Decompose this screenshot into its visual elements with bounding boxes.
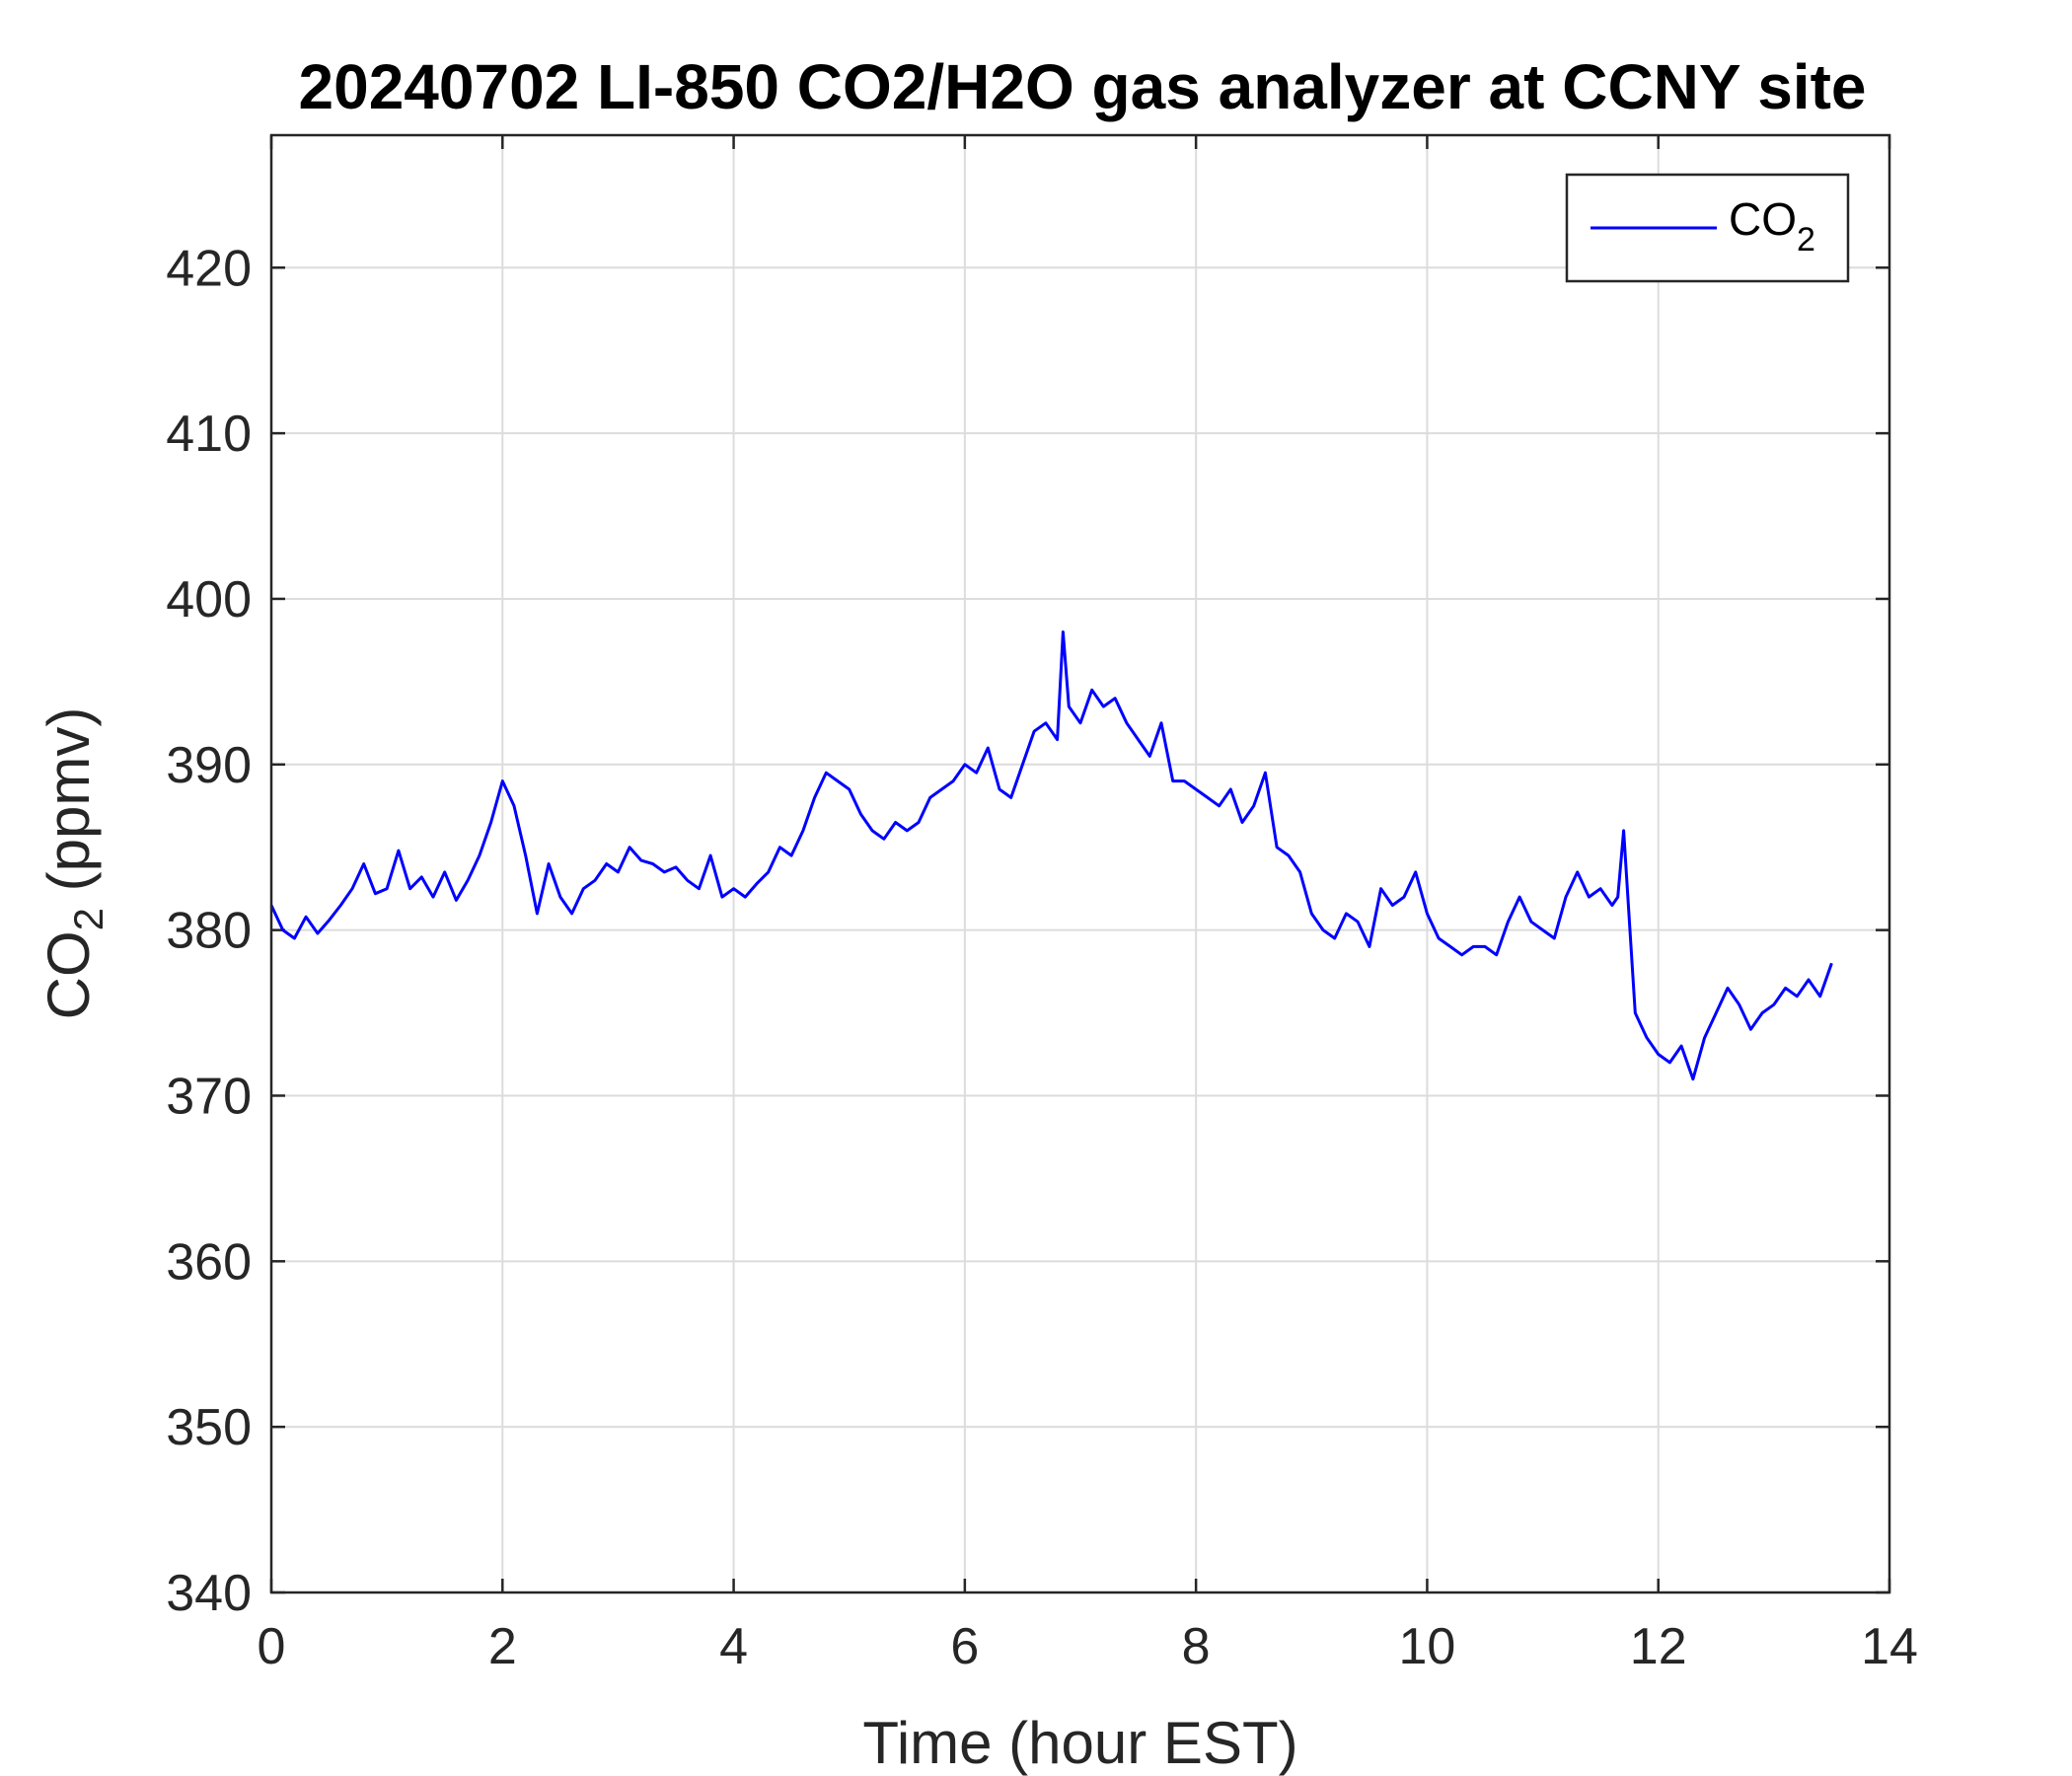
- x-tick-label: 8: [1182, 1618, 1211, 1675]
- y-axis-label-subscript: 2: [65, 908, 111, 930]
- legend: CO2: [1565, 173, 1850, 283]
- x-tick-label: 2: [488, 1618, 517, 1675]
- legend-label-base: CO: [1729, 193, 1797, 245]
- series-line-co2: [269, 630, 1833, 1081]
- y-tick-label: 390: [166, 737, 252, 794]
- x-tick-label: 10: [1399, 1618, 1456, 1675]
- y-tick-label: 400: [166, 571, 252, 629]
- y-tick-label: 350: [166, 1399, 252, 1456]
- x-tick-labels: 0 2 4 6 8 10 12 14: [258, 1618, 1918, 1675]
- y-tick-label: 420: [166, 240, 252, 297]
- x-tick-label: 12: [1630, 1618, 1687, 1675]
- y-tick-label: 380: [166, 903, 252, 960]
- plot-area: [269, 630, 1833, 1081]
- y-tick-label: 340: [166, 1565, 252, 1622]
- x-tick-label: 6: [950, 1618, 979, 1675]
- y-tick-label: 370: [166, 1068, 252, 1125]
- x-tick-label: 14: [1861, 1618, 1918, 1675]
- x-tick-label: 0: [258, 1618, 286, 1675]
- y-axis-label-rest: (ppmv): [36, 707, 102, 908]
- y-tick-label: 360: [166, 1233, 252, 1291]
- legend-label-co2: CO2: [1729, 193, 1815, 259]
- x-tick-label: 4: [719, 1618, 748, 1675]
- chart-title: 20240702 LI-850 CO2/H2O gas analyzer at …: [299, 51, 1867, 122]
- y-tick-labels: 340 350 360 370 380 390 400 410 420: [166, 240, 252, 1622]
- legend-label-subscript: 2: [1797, 221, 1815, 259]
- axes-box: [269, 133, 1891, 1594]
- y-tick-label: 410: [166, 406, 252, 463]
- grid: [271, 135, 1889, 1592]
- y-axis-label-base: CO: [36, 930, 102, 1019]
- x-axis-label: Time (hour EST): [862, 1710, 1297, 1776]
- axis-ticks: [269, 135, 1891, 1594]
- y-axis-label: CO2 (ppmv): [36, 707, 111, 1020]
